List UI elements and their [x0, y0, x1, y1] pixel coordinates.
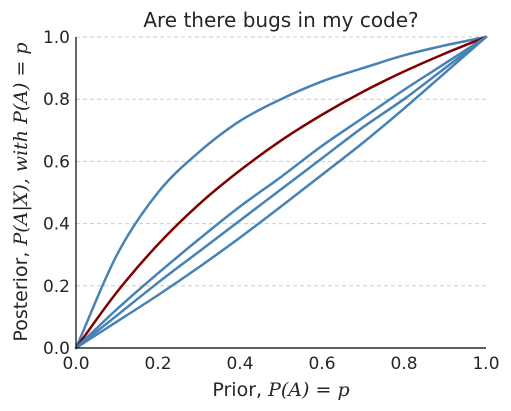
x-axis-label: Prior, P(A) = p	[212, 379, 349, 401]
x-tick-labels: 0.0 0.2 0.4 0.6 0.8 1.0	[62, 354, 499, 374]
x-tick-label: 0.2	[144, 354, 171, 374]
x-tick-label: 0.0	[62, 354, 89, 374]
series-line-5	[74, 35, 488, 350]
y-tick-label: 0.6	[43, 152, 70, 172]
y-tick-label: 0.2	[43, 277, 70, 297]
x-tick-label: 1.0	[472, 354, 499, 374]
series-line-4	[74, 35, 488, 350]
y-axis-label: Posterior, P(A|X), with P(A) = p	[10, 42, 32, 341]
series-line-3	[74, 35, 488, 350]
series-line-1	[74, 35, 488, 350]
x-tick-label: 0.8	[390, 354, 417, 374]
series-line-2	[74, 35, 488, 350]
x-tick-label: 0.4	[226, 354, 253, 374]
y-tick-label: 1.0	[43, 28, 70, 48]
y-axis-label-text: Posterior,	[10, 246, 32, 342]
y-tick-label: 0.8	[43, 90, 70, 110]
x-tick-label: 0.6	[308, 354, 335, 374]
x-axis-label-text: Prior,	[212, 379, 268, 401]
x-axis-label-math: P(A) = p	[267, 379, 350, 401]
y-tick-label: 0.4	[43, 215, 70, 235]
y-tick-label: 0.0	[43, 339, 70, 359]
y-axis-label-math: P(A|X), with P(A) = p	[10, 42, 32, 246]
curves	[74, 35, 488, 350]
chart-title: Are there bugs in my code?	[143, 8, 418, 32]
y-tick-labels: 0.0 0.2 0.4 0.6 0.8 1.0	[43, 28, 70, 359]
